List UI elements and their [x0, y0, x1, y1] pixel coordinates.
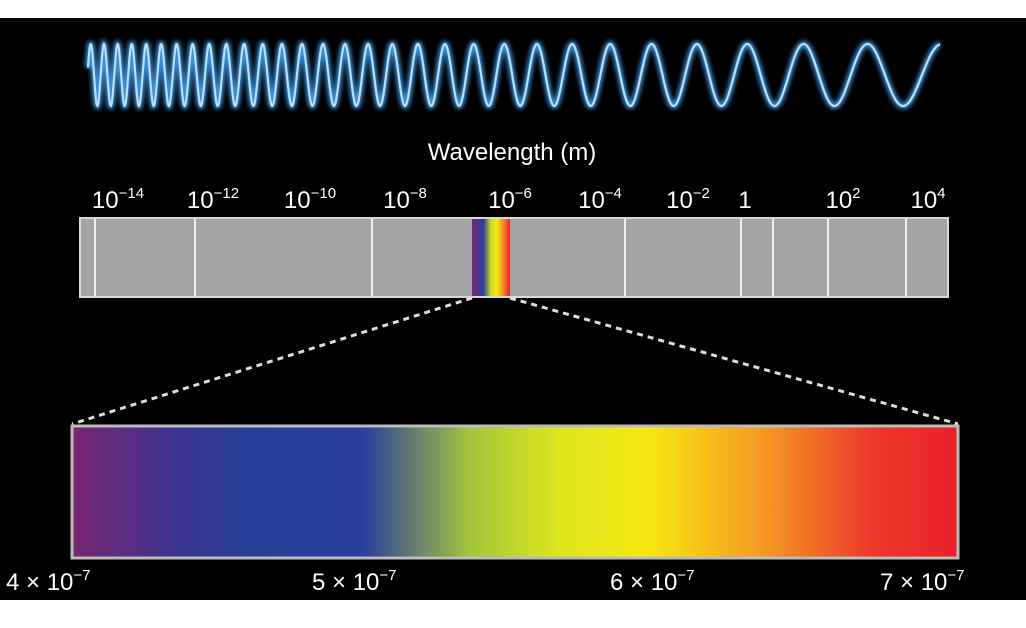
- label-base: 10: [187, 187, 214, 214]
- label-exp: −14: [119, 185, 144, 202]
- scale-label: 5 × 10−7: [312, 567, 397, 596]
- label-base: 10: [825, 187, 852, 214]
- label-exp: −6: [515, 185, 532, 202]
- label-base: 10: [284, 187, 311, 214]
- label-exp: 2: [852, 185, 860, 202]
- label-base: 6 × 10: [610, 569, 677, 596]
- label-exp: −7: [677, 567, 694, 584]
- axis-title: Wavelength (m): [428, 139, 597, 166]
- bar-dividers: [94, 219, 907, 296]
- label-exp: −7: [947, 567, 964, 584]
- label-base: 1: [738, 187, 751, 214]
- label-base: 10: [383, 187, 410, 214]
- visible-spectrum: [70, 424, 960, 560]
- label-exp: −8: [410, 185, 427, 202]
- scale-label: 1: [738, 187, 751, 214]
- scale-label: 104: [910, 185, 945, 214]
- label-base: 10: [578, 187, 605, 214]
- scale-label: 102: [825, 185, 860, 214]
- wave-line: [86, 41, 941, 108]
- label-exp: −7: [379, 567, 396, 584]
- scale-label: 10−12: [187, 185, 239, 214]
- scale-label: 10−4: [578, 185, 622, 214]
- label-exp: −7: [73, 567, 90, 584]
- wave: [85, 38, 942, 112]
- visible-band: [472, 219, 510, 296]
- scale-label: 7 × 10−7: [880, 567, 965, 596]
- scale-label: 4 × 10−7: [6, 567, 91, 596]
- label-base: 10: [666, 187, 693, 214]
- label-base: 10: [92, 187, 119, 214]
- label-base: 7 × 10: [880, 569, 947, 596]
- label-base: 10: [488, 187, 515, 214]
- scale-label: 6 × 10−7: [610, 567, 695, 596]
- label-base: 4 × 10: [6, 569, 73, 596]
- scale-label: 10−10: [284, 185, 336, 214]
- zoom-lines: [71, 296, 959, 426]
- scale-label: 10−2: [666, 185, 710, 214]
- scale-label: 10−8: [383, 185, 427, 214]
- scale-label: 10−6: [488, 185, 532, 214]
- scale-label: 10−14: [92, 185, 144, 214]
- spectrum-bar: [79, 217, 949, 298]
- label-base: 10: [910, 187, 937, 214]
- label-exp: −2: [693, 185, 710, 202]
- label-exp: −12: [214, 185, 239, 202]
- label-exp: −10: [311, 185, 336, 202]
- label-base: 5 × 10: [312, 569, 379, 596]
- label-exp: 4: [937, 185, 945, 202]
- label-exp: −4: [605, 185, 622, 202]
